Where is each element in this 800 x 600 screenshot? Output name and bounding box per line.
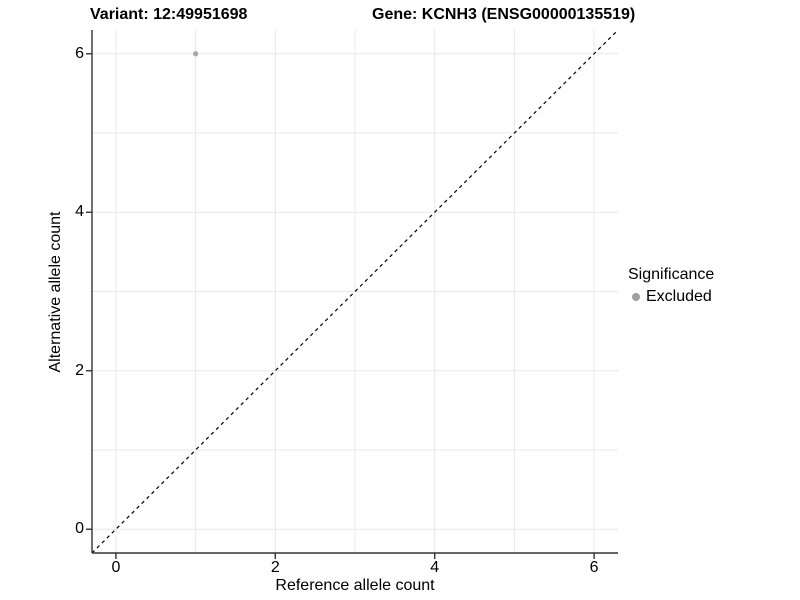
y-tick-label: 6 <box>75 44 84 62</box>
y-tick-label: 4 <box>75 203 84 221</box>
gene-title: Gene: KCNH3 (ENSG00000135519) <box>372 6 636 23</box>
legend-item-label: Excluded <box>646 288 712 305</box>
variant-title: Variant: 12:49951698 <box>90 6 248 23</box>
legend: Significance Excluded <box>628 265 714 306</box>
legend-marker-circle-icon <box>632 293 640 301</box>
x-axis-title: Reference allele count <box>275 577 435 594</box>
x-tick-label: 2 <box>270 559 280 576</box>
legend-item-excluded: Excluded <box>628 288 714 306</box>
y-axis-title: Alternative allele count <box>47 211 64 373</box>
y-tick-label: 2 <box>75 361 84 379</box>
x-tick-label: 0 <box>111 559 121 576</box>
x-tick-label: 6 <box>589 559 599 576</box>
data-point <box>193 51 199 57</box>
legend-title: Significance <box>628 266 715 283</box>
y-tick-label: 0 <box>75 520 84 538</box>
x-tick-label: 4 <box>430 559 440 576</box>
identity-dashed-line <box>91 29 619 554</box>
